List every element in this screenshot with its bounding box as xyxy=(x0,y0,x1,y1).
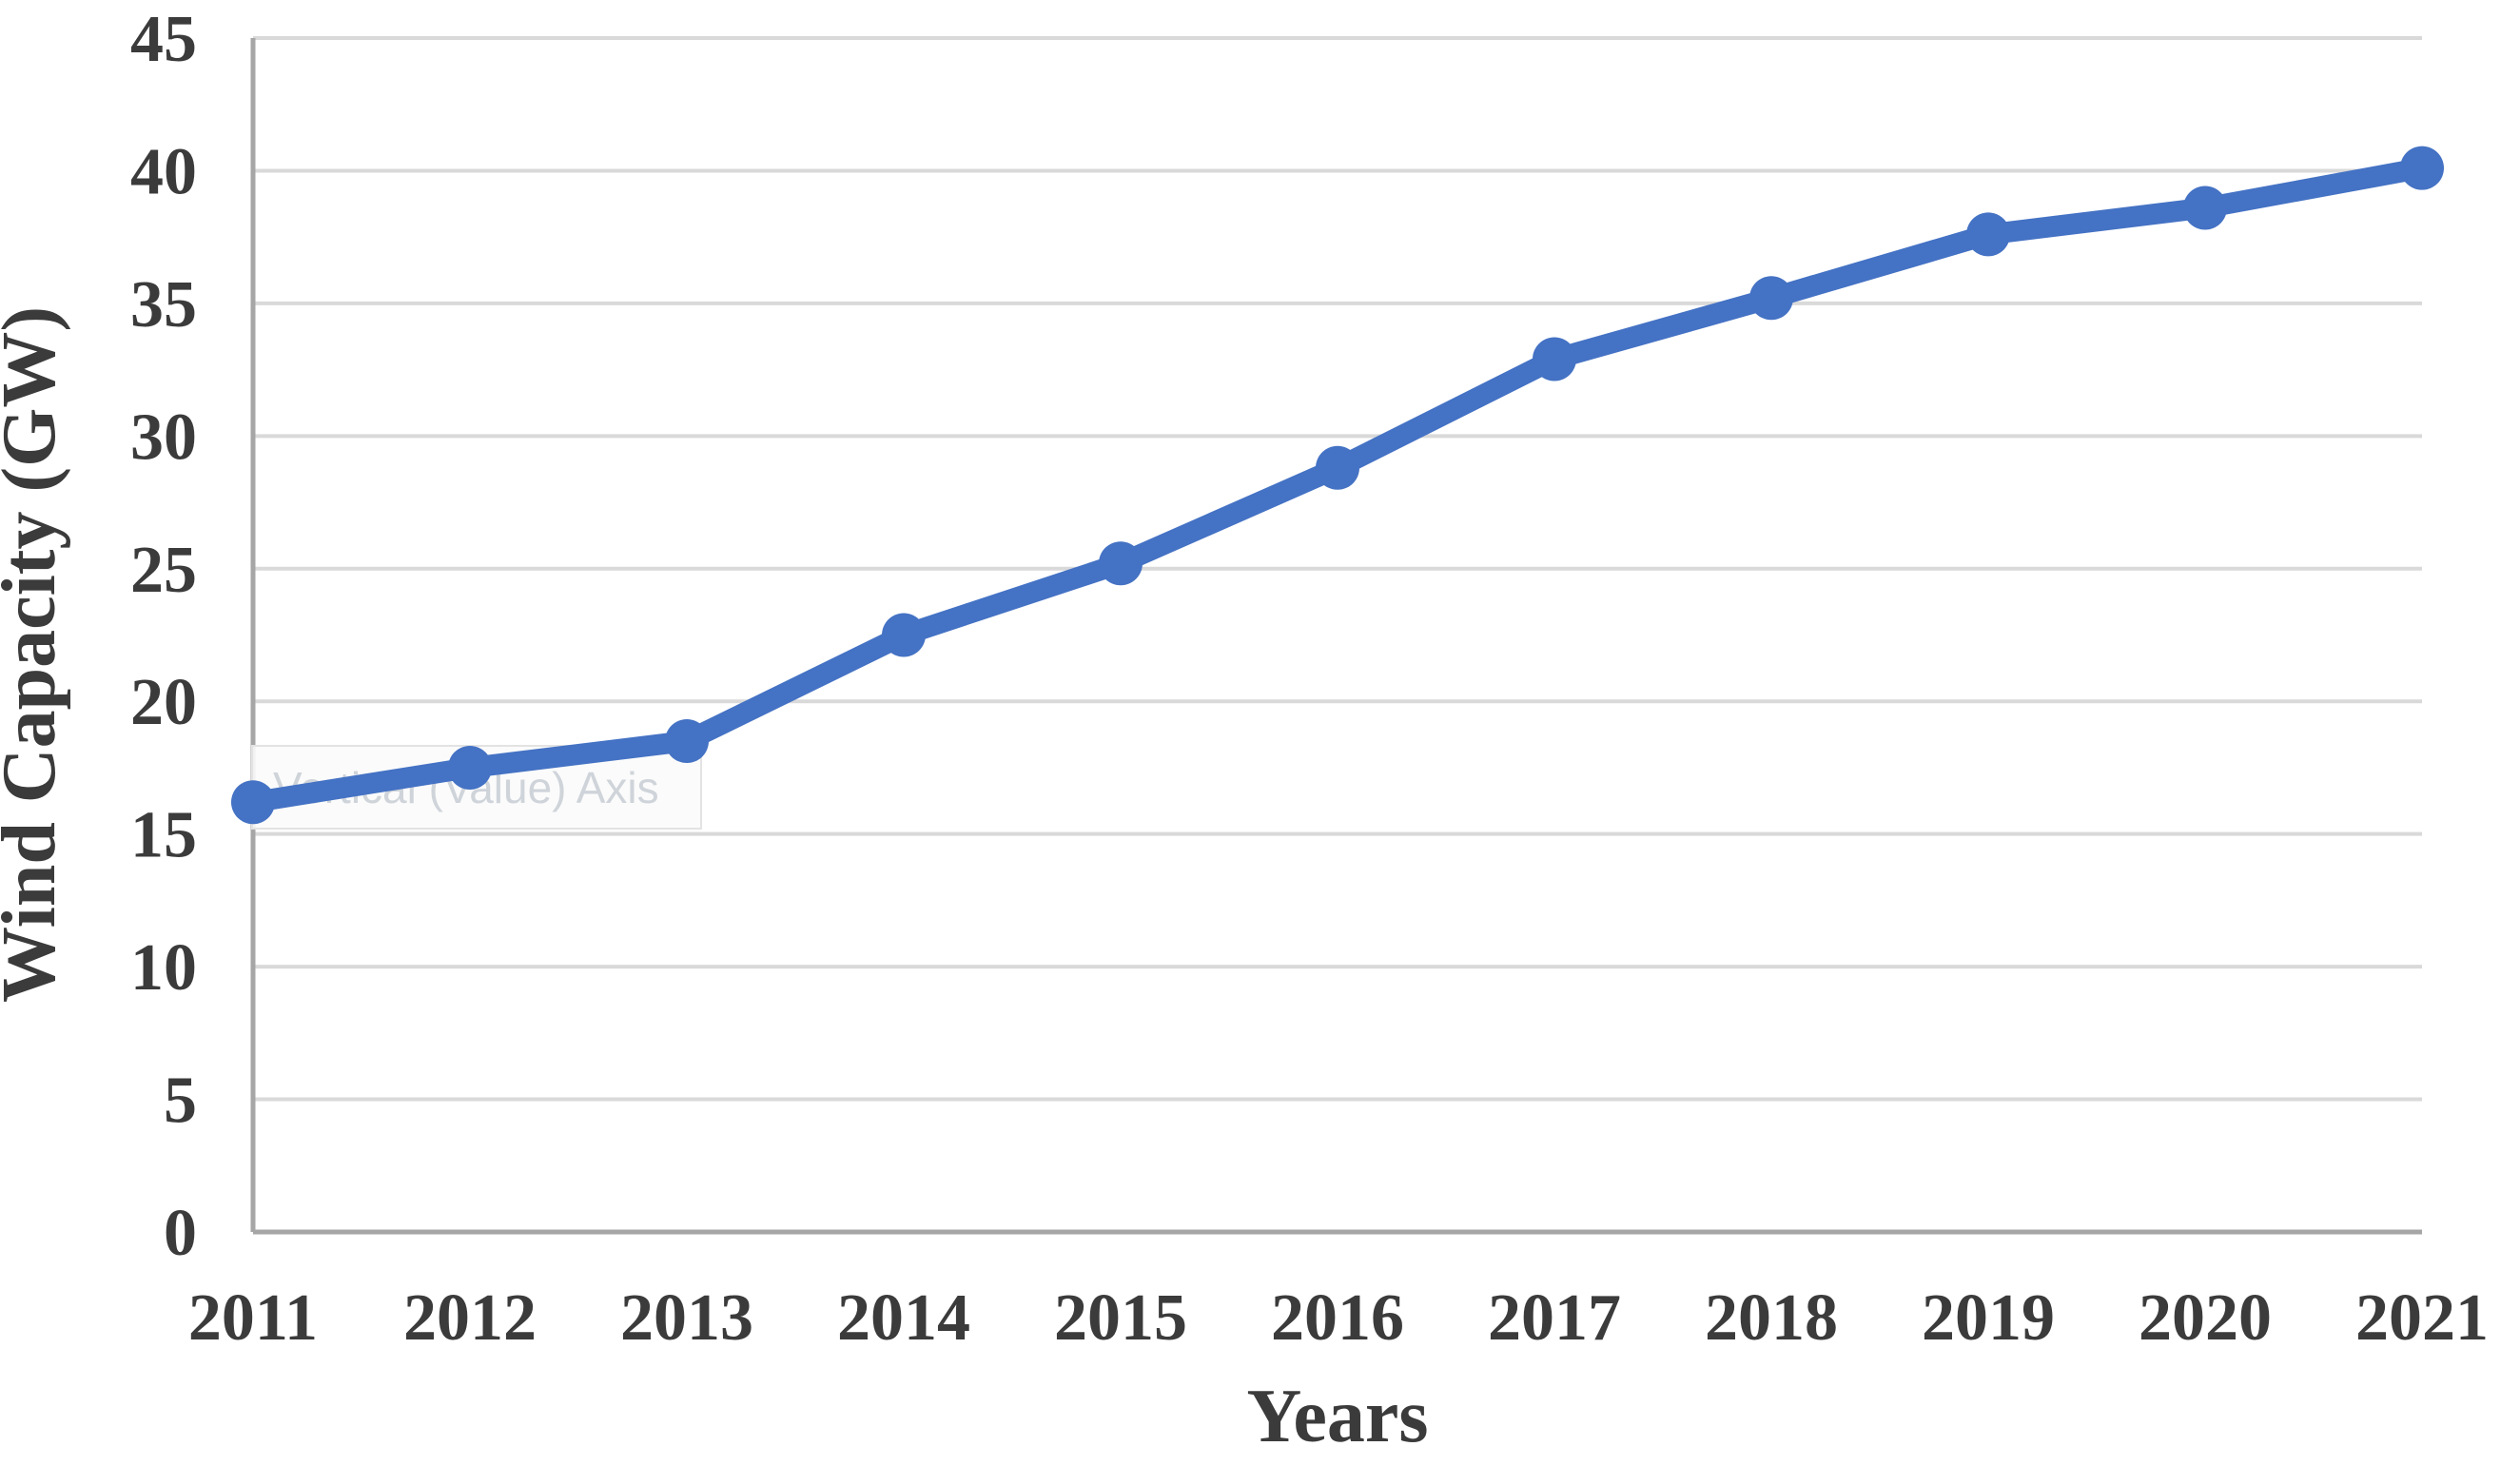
x-tick-label-2011: 2011 xyxy=(188,1281,318,1355)
y-tick-label-35: 35 xyxy=(130,268,197,342)
data-point-2012[interactable] xyxy=(448,745,492,790)
x-tick-label-2017: 2017 xyxy=(1488,1281,1621,1355)
x-tick-label-2016: 2016 xyxy=(1271,1281,1404,1355)
x-tick-label-2013: 2013 xyxy=(620,1281,753,1355)
y-axis-title: Wind Capacity (GW) xyxy=(0,306,71,1003)
x-axis-tick-labels: 2011 2012 2013 2014 2015 2016 2017 2018 2019 2020… xyxy=(188,1281,2489,1355)
x-tick-label-2019: 2019 xyxy=(1922,1281,2055,1355)
y-tick-label-30: 30 xyxy=(130,401,197,474)
y-tick-label-5: 5 xyxy=(164,1065,197,1138)
y-tick-label-25: 25 xyxy=(130,534,197,607)
data-series[interactable] xyxy=(231,146,2444,825)
x-tick-label-2018: 2018 xyxy=(1705,1281,1838,1355)
data-point-2018[interactable] xyxy=(1749,276,1793,321)
x-tick-label-2020: 2020 xyxy=(2139,1281,2272,1355)
data-point-2020[interactable] xyxy=(2183,186,2227,230)
data-point-2016[interactable] xyxy=(1316,445,1359,490)
y-tick-label-45: 45 xyxy=(130,3,197,76)
data-point-2013[interactable] xyxy=(665,719,709,764)
gridlines xyxy=(253,36,2422,1102)
y-axis-tick-labels: 0 5 10 15 20 25 30 35 40 45 xyxy=(130,3,197,1270)
x-axis-title: Years xyxy=(1246,1375,1428,1458)
data-point-2011[interactable] xyxy=(231,780,275,825)
y-tick-label-15: 15 xyxy=(130,799,197,872)
x-tick-label-2021: 2021 xyxy=(2355,1281,2489,1355)
y-tick-label-20: 20 xyxy=(130,666,197,739)
x-tick-label-2015: 2015 xyxy=(1054,1281,1187,1355)
data-point-2015[interactable] xyxy=(1099,541,1143,586)
y-tick-label-10: 10 xyxy=(130,931,197,1005)
data-point-2019[interactable] xyxy=(1966,212,2010,257)
data-point-2014[interactable] xyxy=(882,613,926,657)
x-tick-label-2012: 2012 xyxy=(403,1281,537,1355)
y-tick-label-0: 0 xyxy=(164,1197,197,1270)
x-tick-label-2014: 2014 xyxy=(837,1281,970,1355)
data-point-2021[interactable] xyxy=(2400,146,2444,190)
y-tick-label-40: 40 xyxy=(130,135,197,208)
data-point-2017[interactable] xyxy=(1533,337,1576,381)
